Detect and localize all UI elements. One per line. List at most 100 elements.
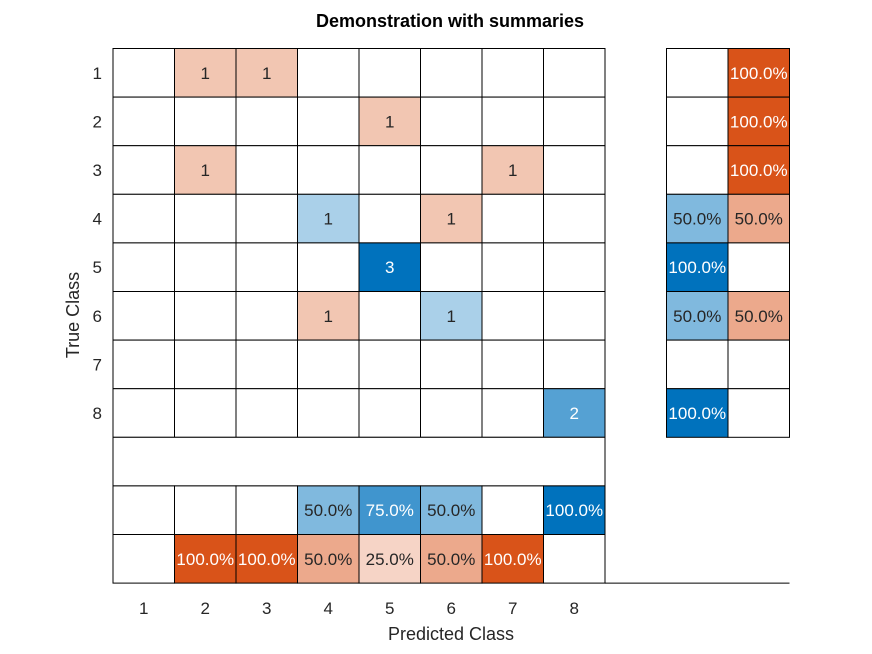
row-summary-label: 100.0% [730, 161, 788, 180]
matrix-cell [235, 48, 298, 98]
matrix-cell [112, 339, 175, 390]
column-summary-label: 100.0% [484, 550, 542, 569]
column-summary-incorrect-cell [481, 534, 544, 584]
matrix-cell [481, 291, 544, 341]
y-tick-label: 7 [93, 355, 102, 374]
matrix-cell [235, 96, 298, 147]
matrix-cell [112, 193, 175, 244]
y-tick-label: 3 [93, 161, 102, 180]
row-summary-correct-cell [666, 145, 729, 195]
matrix-cell [297, 339, 360, 390]
cell-value-label: 2 [570, 404, 579, 423]
column-summary-incorrect-cell [543, 534, 606, 584]
matrix-cell [420, 242, 483, 292]
matrix-cell [297, 193, 360, 244]
cell-value-label: 1 [447, 210, 456, 229]
row-summary-correct-cell [666, 388, 729, 438]
matrix-cell [112, 242, 175, 292]
column-summary-correct-cell [174, 485, 237, 535]
matrix-cell [358, 193, 421, 244]
matrix-cell [358, 242, 421, 292]
matrix-cell [174, 96, 237, 147]
row-summary-label: 50.0% [735, 307, 783, 326]
column-summary-incorrect-cell [297, 534, 360, 584]
column-summary-label: 50.0% [304, 550, 352, 569]
column-summary-incorrect-cell [358, 534, 421, 584]
matrix-cell [543, 242, 606, 292]
cell-value-label: 1 [508, 161, 517, 180]
x-tick-label: 1 [139, 599, 148, 618]
cell-value-label: 1 [385, 112, 394, 131]
row-summary-incorrect-cell [727, 339, 790, 390]
row-summary-incorrect-cell [727, 242, 790, 292]
cell-value-label: 1 [201, 161, 210, 180]
matrix-cell [235, 388, 298, 438]
row-summary-label: 50.0% [673, 307, 721, 326]
row-summary-label: 100.0% [730, 64, 788, 83]
x-tick-label: 8 [570, 599, 579, 618]
row-summary-label: 100.0% [730, 112, 788, 131]
cell-value-label: 1 [201, 64, 210, 83]
y-tick-label: 4 [93, 210, 102, 229]
matrix-cell [481, 48, 544, 98]
matrix-cell [358, 48, 421, 98]
column-summary-correct-cell [297, 485, 360, 535]
matrix-cell [297, 96, 360, 147]
matrix-cell [358, 388, 421, 438]
chart-title: Demonstration with summaries [316, 11, 584, 31]
column-summary-incorrect-cell [174, 534, 237, 584]
matrix-cell [174, 193, 237, 244]
y-tick-label: 5 [93, 258, 102, 277]
column-summary-label: 75.0% [366, 501, 414, 520]
column-summary-correct-cell [112, 485, 175, 535]
matrix-cell [481, 145, 544, 195]
matrix-cell [174, 291, 237, 341]
row-summary-label: 100.0% [668, 258, 726, 277]
matrix-cell [543, 193, 606, 244]
cell-value-label: 1 [324, 307, 333, 326]
matrix-cell [112, 96, 175, 147]
row-summary-label: 100.0% [668, 404, 726, 423]
x-tick-label: 6 [447, 599, 456, 618]
matrix-cell [174, 242, 237, 292]
column-summary-correct-cell [235, 485, 298, 535]
matrix-cell [112, 145, 175, 195]
matrix-cell [358, 339, 421, 390]
x-tick-label: 3 [262, 599, 271, 618]
matrix-cell [481, 242, 544, 292]
column-summary-correct-cell [543, 485, 606, 535]
matrix-cell [420, 291, 483, 341]
cell-value-label: 1 [262, 64, 271, 83]
row-summary-correct-cell [666, 242, 729, 292]
column-summary-label: 50.0% [427, 501, 475, 520]
matrix-cell [297, 48, 360, 98]
matrix-cell [297, 242, 360, 292]
x-tick-label: 5 [385, 599, 394, 618]
row-summary-incorrect-cell [727, 388, 790, 438]
matrix-cell [420, 145, 483, 195]
matrix-cell [235, 193, 298, 244]
matrix-cell [481, 193, 544, 244]
matrix-cell [420, 96, 483, 147]
matrix-cell [543, 48, 606, 98]
x-axis-label: Predicted Class [388, 624, 514, 644]
summary-gap-row [112, 436, 606, 487]
matrix-cell [297, 145, 360, 195]
x-tick-label: 4 [324, 599, 333, 618]
matrix-cell [481, 388, 544, 438]
matrix-cell [174, 339, 237, 390]
cell-value-label: 1 [447, 307, 456, 326]
matrix-cell [543, 339, 606, 390]
matrix-cell [112, 48, 175, 98]
row-summary-incorrect-cell [727, 145, 790, 195]
matrix-cell [543, 145, 606, 195]
row-summary-label: 50.0% [735, 210, 783, 229]
y-tick-label: 6 [93, 307, 102, 326]
y-tick-label: 8 [93, 404, 102, 423]
matrix-cell [235, 242, 298, 292]
column-summary-label: 100.0% [238, 550, 296, 569]
cell-value-label: 1 [324, 210, 333, 229]
matrix-cell [358, 291, 421, 341]
